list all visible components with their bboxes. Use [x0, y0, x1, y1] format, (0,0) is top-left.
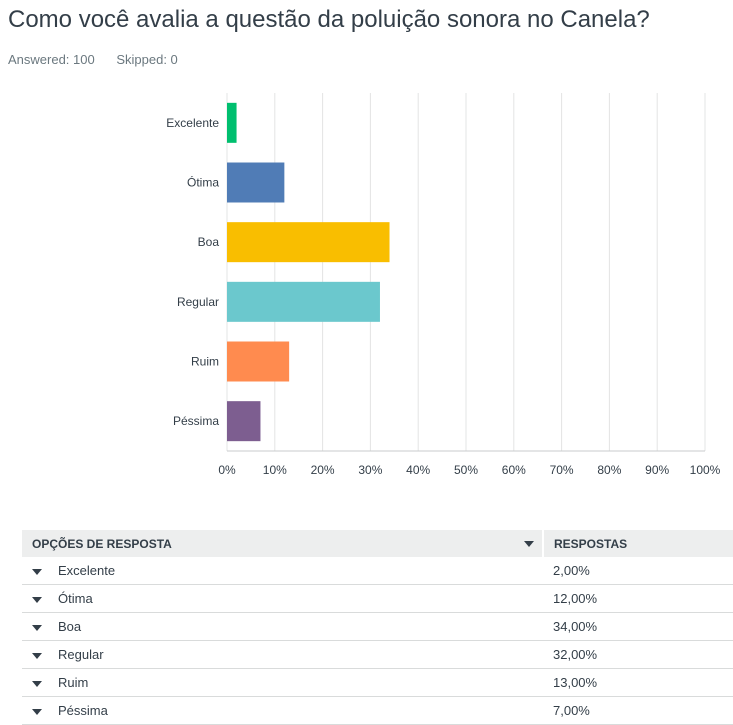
- bar-5: [227, 401, 261, 442]
- category-label: Boa: [198, 235, 220, 249]
- x-tick-label: 60%: [502, 463, 526, 477]
- bar-2: [227, 222, 390, 263]
- x-tick-label: 0%: [218, 463, 236, 477]
- bar-4: [227, 341, 290, 382]
- table-row: Ótima 12,00%: [22, 584, 733, 613]
- x-tick-label: 70%: [550, 463, 574, 477]
- table-header-row: OPÇÕES DE RESPOSTA RESPOSTAS: [22, 530, 733, 557]
- column-header-options[interactable]: OPÇÕES DE RESPOSTA: [22, 530, 544, 557]
- bar-1: [227, 162, 285, 203]
- row-value: 12,00%: [543, 584, 733, 613]
- x-tick-label: 50%: [454, 463, 478, 477]
- sort-chevron-icon[interactable]: [524, 541, 534, 547]
- table-row: Boa 34,00%: [22, 612, 733, 641]
- table-row: Ruim 13,00%: [22, 668, 733, 697]
- answered-count: Answered: 100: [8, 52, 95, 67]
- table-row: Regular 32,00%: [22, 640, 733, 669]
- responses-table: OPÇÕES DE RESPOSTA RESPOSTAS Excelente 2…: [22, 530, 733, 725]
- x-tick-label: 100%: [690, 463, 721, 477]
- row-label: Boa: [58, 619, 82, 634]
- bar-3: [227, 281, 380, 322]
- x-tick-label: 80%: [597, 463, 621, 477]
- table-row: Péssima 7,00%: [22, 696, 733, 725]
- question-title: Como você avalia a questão da poluição s…: [8, 6, 650, 33]
- expand-caret-icon[interactable]: [32, 596, 42, 603]
- row-label: Regular: [58, 647, 104, 662]
- skipped-count: Skipped: 0: [116, 52, 178, 67]
- row-label: Excelente: [58, 563, 116, 578]
- x-tick-label: 30%: [358, 463, 382, 477]
- row-value: 2,00%: [543, 557, 733, 585]
- category-label: Péssima: [173, 414, 219, 428]
- row-value: 7,00%: [543, 696, 733, 725]
- bar-chart: 0% 10% 20% 30% 40% 50% 60% 70% 80% 90% 100% Excelen…: [166, 93, 721, 477]
- category-label: Excelente: [166, 116, 219, 130]
- row-value: 34,00%: [543, 612, 733, 641]
- response-summary: Answered: 100 Skipped: 0: [8, 52, 196, 67]
- column-header-responses[interactable]: RESPOSTAS: [543, 530, 733, 557]
- expand-caret-icon[interactable]: [32, 652, 42, 659]
- category-label: Ruim: [191, 355, 219, 369]
- expand-caret-icon[interactable]: [32, 708, 42, 715]
- table-row: Excelente 2,00%: [22, 557, 733, 585]
- row-label: Ruim: [58, 675, 89, 690]
- x-tick-label: 20%: [311, 463, 335, 477]
- row-label: Péssima: [58, 703, 108, 718]
- category-label: Ótima: [187, 175, 219, 190]
- category-label: Regular: [177, 295, 219, 309]
- x-tick-label: 10%: [263, 463, 287, 477]
- row-value: 13,00%: [543, 668, 733, 697]
- x-tick-label: 40%: [406, 463, 430, 477]
- bar-0: [227, 102, 237, 143]
- x-tick-label: 90%: [645, 463, 669, 477]
- expand-caret-icon[interactable]: [32, 680, 42, 687]
- expand-caret-icon[interactable]: [32, 568, 42, 575]
- row-label: Ótima: [58, 591, 93, 606]
- row-value: 32,00%: [543, 640, 733, 669]
- expand-caret-icon[interactable]: [32, 624, 42, 631]
